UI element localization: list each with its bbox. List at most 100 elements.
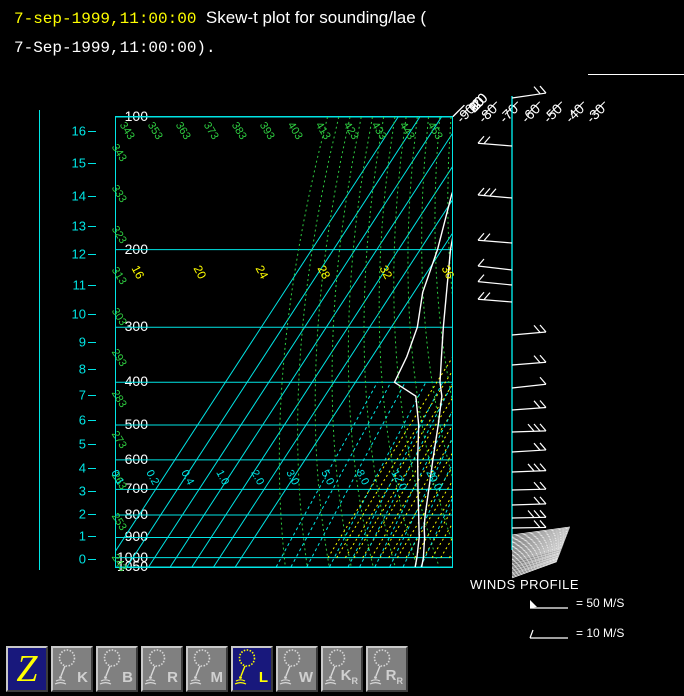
dry-adiabat-line <box>407 117 452 543</box>
altitude-tick-mark <box>88 491 96 493</box>
toolbar-button-label: W <box>299 669 313 686</box>
skewt-chart: 0 1 2 3 4 5 6 7 8 9 10 11 12 13 14 15 16 100 200 300 400 500… <box>0 80 684 670</box>
wind-barb-flag <box>533 509 541 518</box>
moist-adiabat-line <box>362 411 452 558</box>
toolbar-button-k[interactable]: K <box>51 646 93 692</box>
wind-barb-flag <box>539 442 547 451</box>
altitude-tick-label: 15 <box>71 155 86 171</box>
label-subscript: R <box>396 676 404 686</box>
dry-adiabat-line <box>331 117 362 567</box>
toolbar-button-b[interactable]: B <box>96 646 138 692</box>
altitude-tick-mark <box>88 130 96 132</box>
wind-barb-shaft <box>511 526 547 529</box>
wind-legend-row: = 50 M/S <box>528 596 624 610</box>
altitude-tick-mark <box>88 314 96 316</box>
wind-barb-flag <box>533 520 541 528</box>
button-face <box>51 646 93 692</box>
label-main: B <box>122 669 133 686</box>
wind-barb-flag <box>533 423 541 432</box>
button-face <box>276 646 318 692</box>
toolbar-button-z[interactable]: Z <box>6 646 48 692</box>
toolbar-button-l[interactable]: L <box>231 646 273 692</box>
pressure-tick-label: 1000 <box>116 548 148 565</box>
isotherm-line <box>234 233 452 567</box>
altitude-tick-label: 0 <box>78 551 86 567</box>
altitude-tick-mark <box>88 254 96 256</box>
wind-barb-flag <box>533 463 541 472</box>
altitude-tick-label: 9 <box>78 334 86 350</box>
mixing-ratio-line <box>347 382 444 567</box>
wind-barb-flag <box>483 233 491 241</box>
dry-adiabat-line <box>434 117 452 402</box>
wind-barb-shaft <box>511 533 568 545</box>
wind-barb-flag <box>477 187 485 196</box>
wind-barb-flag <box>539 496 547 505</box>
wind-barb-shaft <box>477 194 513 199</box>
altitude-tick-mark <box>88 513 96 515</box>
plot-area[interactable] <box>115 116 453 568</box>
altitude-tick-label: 4 <box>78 460 86 476</box>
wind-legend-label: = 50 M/S <box>576 596 625 610</box>
toolbar-button-m[interactable]: M <box>186 646 228 692</box>
moist-adiabat-line <box>388 452 452 558</box>
wind-barb-flag <box>489 188 497 197</box>
sounding-datetime: 7-sep-1999,11:00:00 <box>14 10 197 28</box>
radiosonde-balloon-icon <box>279 649 303 687</box>
altitude-tick-label: 10 <box>71 306 86 322</box>
toolbar-button-w[interactable]: W <box>276 646 318 692</box>
wind-barb-flag <box>527 463 535 472</box>
pressure-tick-label: 700 <box>124 480 148 497</box>
moist-adiabat-line <box>431 523 452 558</box>
dry-adiabat-line <box>314 117 351 567</box>
wind-barb-shaft <box>511 546 563 561</box>
button-face <box>141 646 183 692</box>
wind-barb-shaft <box>511 554 560 571</box>
moist-adiabat-line <box>370 425 452 558</box>
wind-barb-flag <box>477 232 485 241</box>
moist-adiabat-line <box>448 552 452 558</box>
isotherm-line <box>148 117 442 567</box>
label-main: K <box>340 667 352 684</box>
altitude-tick-mark <box>88 468 96 470</box>
altitude-tick-mark <box>88 368 96 370</box>
wind-barb-shaft <box>511 528 570 538</box>
button-face <box>321 646 363 692</box>
altitude-tick-label: 13 <box>71 218 86 234</box>
altitude-axis-line <box>39 110 40 570</box>
plot-inner <box>116 117 452 567</box>
wind-barb-shaft <box>477 298 513 303</box>
wind-barb-shaft <box>511 529 569 540</box>
mixing-ratio-line <box>389 437 452 567</box>
page-title: 7-sep-1999,11:00:00 Skew-t plot for soun… <box>14 4 674 62</box>
wind-barb-flag <box>533 442 541 451</box>
wind-barb-shaft <box>511 541 565 554</box>
wind-barb-shaft <box>511 550 561 566</box>
toolbar-button-label: K <box>77 669 88 686</box>
label-main: K <box>77 669 88 686</box>
radiosonde-balloon-icon <box>234 649 258 687</box>
wind-barb-flag <box>527 510 535 518</box>
toolbar-button-rr[interactable]: RR <box>366 646 408 692</box>
wind-barb-shaft <box>511 383 547 389</box>
toolbar-button-kr[interactable]: KR <box>321 646 363 692</box>
wind-barb-shaft <box>511 406 547 411</box>
pressure-tick-label: 400 <box>124 373 148 390</box>
pressure-tick-label: 900 <box>124 528 148 545</box>
wind-barb-shaft <box>511 503 547 506</box>
label-main: L <box>258 669 268 686</box>
wind-barb-shaft <box>477 281 513 286</box>
altitude-tick-label: 14 <box>71 188 86 204</box>
label-main: R <box>167 669 178 686</box>
dry-adiabat-line <box>378 117 418 567</box>
wind-barb-flag <box>539 324 547 333</box>
toolbar-button-r[interactable]: R <box>141 646 183 692</box>
wind-barb-shaft <box>511 556 559 572</box>
altitude-tick-label: 7 <box>78 387 86 403</box>
altitude-tick-mark <box>88 536 96 538</box>
header-rule <box>588 74 684 75</box>
dry-adiabat-line <box>363 117 396 567</box>
wind-barb-shaft <box>511 558 559 575</box>
altitude-axis: 0 1 2 3 4 5 6 7 8 9 10 11 12 13 14 15 16 <box>58 110 100 575</box>
wind-barb-shaft <box>511 530 569 541</box>
